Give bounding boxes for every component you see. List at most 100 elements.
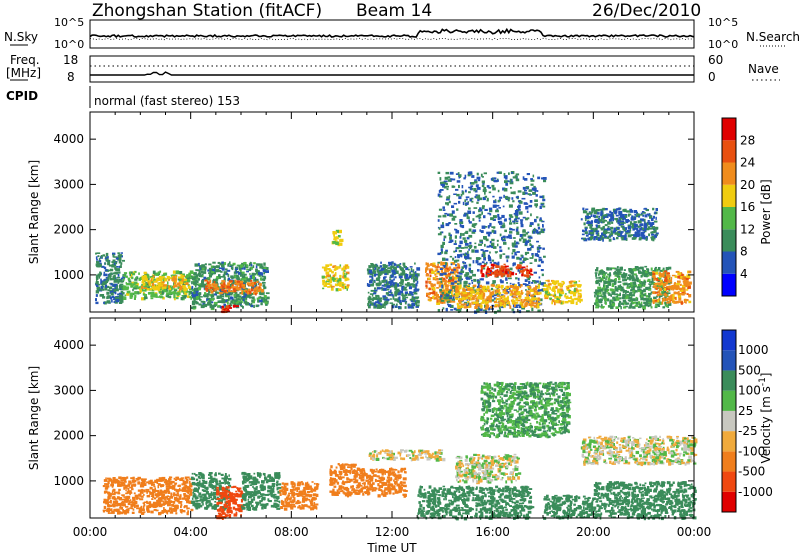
echo-cell-12: [480, 267, 483, 271]
echo-cell-10: [459, 221, 464, 224]
echo-cell-13: [577, 298, 580, 302]
echo-cell-2: [155, 284, 158, 288]
echo-cell-3: [234, 301, 238, 305]
echo-cell-2: [153, 275, 155, 278]
echo-cell-10: [448, 200, 451, 204]
echo-cell-14: [610, 230, 613, 233]
echo-cell-10: [517, 200, 521, 203]
echo-cell-13: [558, 294, 562, 297]
echo-cell-15: [664, 291, 668, 295]
echo-cell-10: [540, 202, 545, 205]
echo-cell-13: [553, 293, 557, 297]
echo-cell-15: [656, 284, 659, 289]
echo-cell-8: [416, 275, 419, 278]
echo-cell-11: [499, 295, 502, 298]
echo-cell-8: [411, 298, 415, 301]
echo-cell-9: [429, 297, 432, 301]
echo-cell-9: [437, 263, 440, 266]
echo-cell-16: [665, 281, 669, 285]
echo-cell-8: [398, 306, 401, 309]
echo-cell-0: [112, 254, 115, 258]
echo-cell-0: [95, 283, 99, 286]
echo-cell-16: [688, 281, 692, 285]
echo-cell-11: [495, 292, 497, 295]
echo-cell-0: [111, 299, 113, 303]
echo-cell-3: [235, 270, 238, 274]
echo-cell-1: [145, 282, 149, 286]
echo-cell-3: [198, 283, 201, 285]
echo-cell-11: [529, 301, 532, 304]
echo-cell-1: [134, 294, 137, 298]
echo-cell-12: [490, 263, 495, 267]
echo-cell-15: [598, 279, 603, 283]
echo-cell-16: [666, 286, 669, 288]
echo-cell-0: [118, 261, 121, 264]
echo-cell-8: [368, 269, 373, 274]
echo-cell-6: [329, 263, 333, 266]
echo-cell-9: [426, 266, 428, 270]
echo-cell-11: [513, 290, 518, 294]
echo-cell-10: [440, 244, 444, 249]
echo-cell-10: [488, 207, 493, 211]
echo-cell-10: [444, 294, 447, 298]
echo-cell-15: [624, 295, 629, 299]
echo-cell-1: [141, 288, 144, 291]
echo-cell-11: [512, 292, 515, 296]
echo-cell-15: [630, 295, 633, 298]
echo-cell-4: [214, 283, 218, 287]
echo-cell-0: [113, 256, 118, 258]
echo-cell-10: [504, 229, 507, 233]
echo-cell-8: [409, 291, 412, 295]
echo-cell-10: [491, 242, 495, 247]
echo-cell-9: [431, 269, 434, 272]
echo-cell-3: [253, 262, 256, 265]
echo-cell-10: [452, 215, 457, 218]
echo-cell-14: [600, 238, 602, 241]
echo-cell-8: [375, 301, 379, 304]
echo-cell-8: [371, 274, 374, 277]
echo-cell-1: [149, 276, 153, 278]
echo-cell-10: [484, 195, 488, 198]
echo-cell-10: [498, 171, 502, 174]
echo-cell-1: [144, 294, 147, 298]
echo-cell-6: [332, 266, 334, 268]
echo-cell-16: [674, 286, 678, 290]
echo-cell-3: [259, 265, 264, 269]
echo-cell-13: [578, 284, 581, 288]
echo-cell-10: [494, 199, 497, 202]
echo-cell-10: [458, 184, 460, 189]
echo-cell-13: [545, 292, 548, 296]
echo-cell-0: [158, 504, 163, 508]
echo-cell-9: [441, 294, 444, 298]
echo-cell-10: [453, 250, 456, 253]
echo-cell-14: [596, 237, 598, 240]
echo-cell-1: [178, 289, 181, 292]
echo-cell-15: [626, 286, 631, 289]
echo-cell-0: [164, 510, 169, 513]
echo-cell-8: [391, 261, 394, 264]
echo-cell-3: [208, 273, 212, 276]
echo-cell-0: [121, 292, 125, 295]
echo-cell-1: [185, 275, 189, 278]
echo-cell-10: [509, 228, 513, 231]
echo-cell-10: [537, 250, 541, 253]
echo-cell-3: [216, 295, 220, 299]
echo-cell-0: [167, 509, 170, 513]
echo-cell-13: [550, 293, 553, 297]
echo-cell-11: [455, 294, 459, 297]
echo-cell-3: [200, 300, 205, 303]
echo-cell-10: [442, 307, 445, 310]
echo-cell-0: [118, 271, 121, 274]
echo-cell-13: [567, 285, 570, 288]
echo-cell-14: [653, 237, 656, 240]
echo-cell-10: [486, 231, 490, 235]
echo-cell-0: [152, 495, 155, 498]
echo-cell-10: [479, 239, 483, 242]
echo-cell-8: [387, 269, 391, 274]
echo-cell-16: [675, 291, 679, 295]
echo-cell-1: [183, 282, 187, 285]
echo-cell-0: [115, 296, 119, 300]
echo-cell-10: [536, 190, 539, 192]
echo-cell-14: [597, 221, 600, 224]
echo-cell-13: [560, 283, 564, 286]
